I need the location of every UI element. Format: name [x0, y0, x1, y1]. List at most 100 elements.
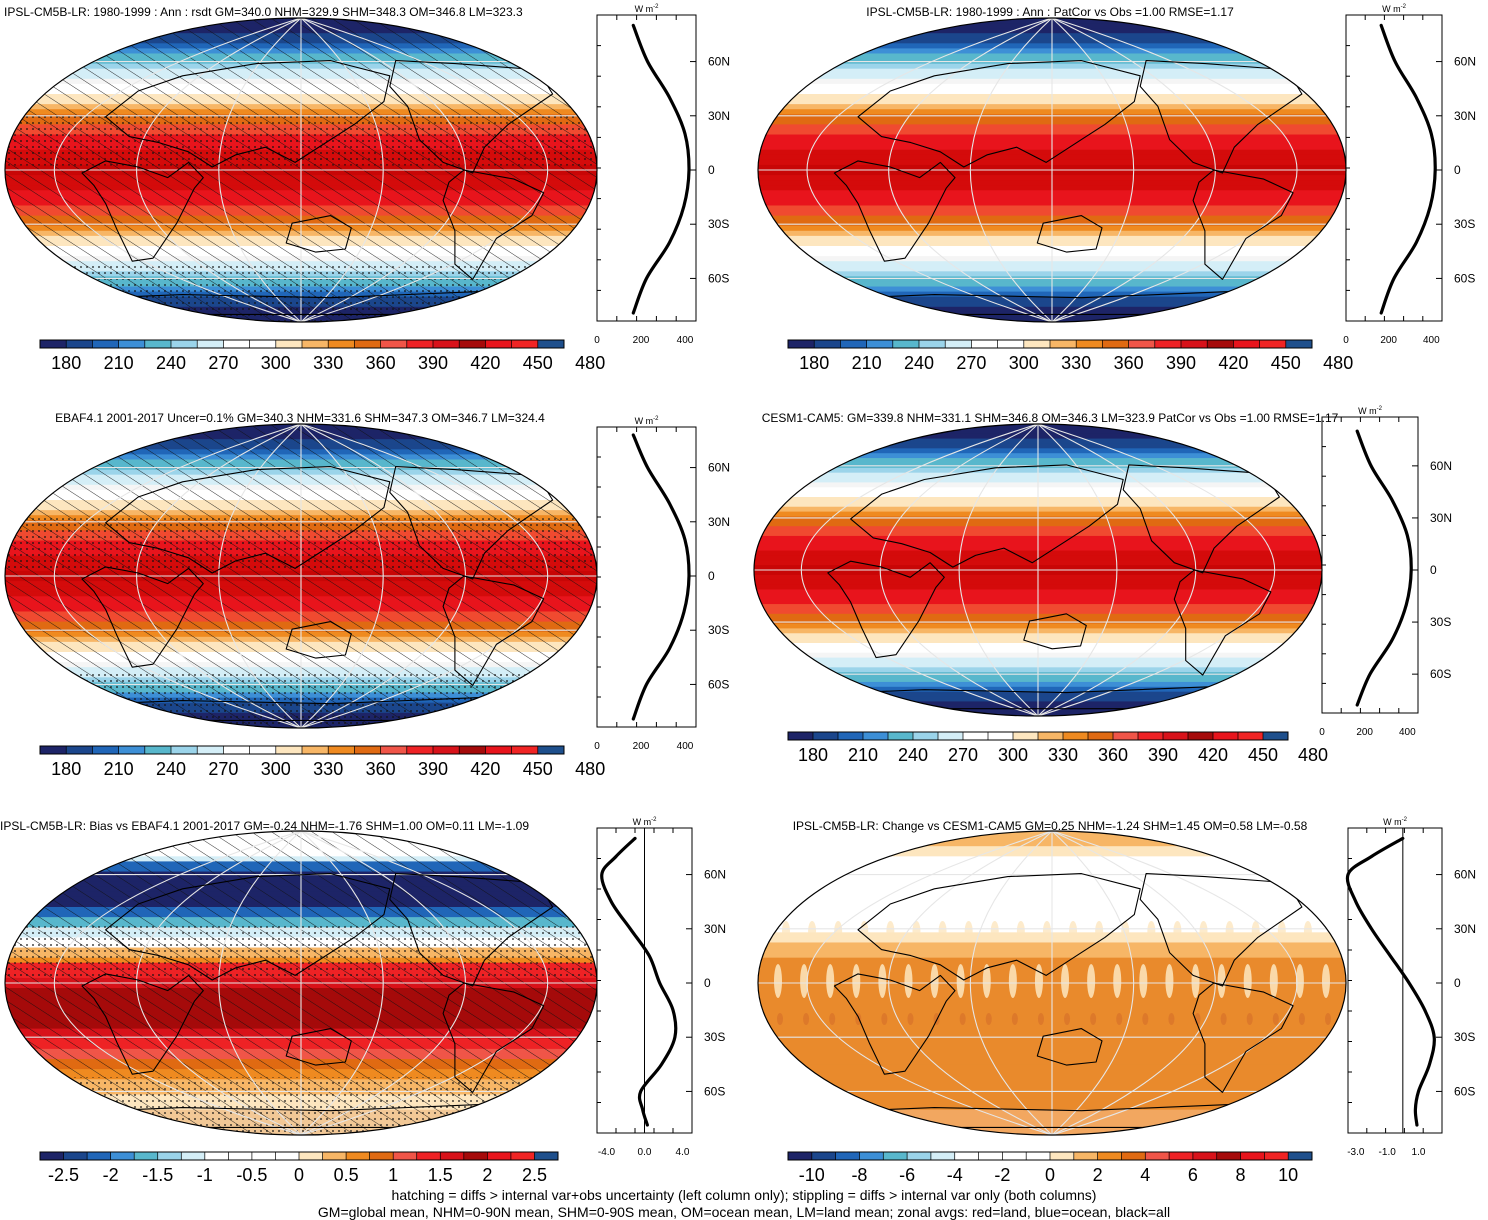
- coastline: [1298, 848, 1335, 878]
- change-blob: [1139, 964, 1148, 998]
- colorbar-tick-label: 270: [208, 353, 238, 373]
- colorbar-box: [223, 340, 250, 348]
- graticule-lon: [1051, 18, 1135, 322]
- change-blob: [964, 921, 973, 941]
- graticule-lon: [218, 18, 302, 322]
- colorbar-tick-label: 210: [104, 353, 134, 373]
- colorbar-box: [299, 1152, 323, 1160]
- colorbar-box: [275, 746, 303, 754]
- profile-x-label: -1.0: [1379, 1147, 1397, 1158]
- colorbar-tick-label: 480: [1323, 353, 1353, 373]
- profile-unit-label: W m-2: [635, 416, 659, 426]
- change-blob: [1243, 964, 1252, 998]
- colorbar-box: [463, 1152, 488, 1160]
- change-blob: [834, 921, 843, 941]
- profile-x-label: 0: [594, 335, 600, 346]
- change-blob: [1277, 921, 1286, 941]
- panel-title: CESM1-CAM5: GM=339.8 NHM=331.1 SHM=346.8…: [762, 411, 1339, 425]
- map-field: [5, 18, 597, 322]
- change-blob: [774, 964, 782, 998]
- colorbar-box: [1192, 1152, 1218, 1160]
- profile-lat-label: 30S: [708, 623, 729, 637]
- coastline: [105, 466, 391, 574]
- graticule-lon: [300, 831, 384, 1135]
- colorbar-box: [511, 340, 539, 348]
- colorbar-frame: [787, 1151, 1313, 1161]
- colorbar-tick-label: 10: [1278, 1165, 1298, 1185]
- colorbar-tick-label: -0.5: [236, 1165, 267, 1185]
- change-blob: [1272, 1013, 1279, 1025]
- coastline: [285, 1028, 352, 1066]
- profile-lat-label: 30N: [1454, 109, 1476, 123]
- profile-lat-label: 30S: [1454, 217, 1475, 231]
- change-blob: [1295, 964, 1304, 998]
- panel-title: IPSL-CM5B-LR: 1980-1999 : Ann : rsdt GM=…: [4, 5, 523, 19]
- zonal-mean-curve: [631, 433, 691, 721]
- colorbar-tick-label: 180: [51, 759, 81, 779]
- change-blob: [1225, 921, 1234, 941]
- colorbar-box: [249, 746, 277, 754]
- colorbar-box: [354, 746, 381, 754]
- profile-lat-label: 30N: [1454, 922, 1476, 936]
- colorbar-box: [859, 1152, 884, 1160]
- change-blob: [1116, 1013, 1123, 1025]
- colorbar-box: [930, 1152, 956, 1160]
- colorbar-box: [1076, 340, 1103, 348]
- colorbar-tick-label: 480: [575, 353, 605, 373]
- change-blob: [904, 964, 913, 998]
- change-blob: [907, 1013, 914, 1025]
- profile-x-label: 200: [633, 335, 650, 346]
- profile-lat-label: 30S: [1454, 1030, 1475, 1044]
- graticule-lon: [1037, 424, 1118, 716]
- colorbar-box: [440, 1152, 465, 1160]
- panel-p4: CESM1-CAM5: GM=339.8 NHM=331.1 SHM=346.8…: [753, 406, 1452, 765]
- change-blob: [1034, 964, 1043, 998]
- zonal-mean-curve: [1379, 23, 1437, 315]
- colorbar-tick-label: 450: [523, 759, 553, 779]
- panel-title: IPSL-CM5B-LR: Bias vs EBAF4.1 2001-2017 …: [0, 819, 529, 833]
- colorbar-box: [181, 1152, 206, 1160]
- colorbar-box: [144, 340, 172, 348]
- colorbar-box: [487, 1152, 512, 1160]
- profile-x-label: 400: [1423, 335, 1440, 346]
- coastline: [833, 973, 956, 1075]
- change-blob: [1173, 921, 1182, 941]
- profile-unit-label: W m-2: [1358, 406, 1382, 416]
- change-blob: [826, 964, 835, 998]
- colorbar-box: [433, 746, 460, 754]
- change-blob: [1090, 1013, 1097, 1025]
- colorbar-tick-label: 420: [1218, 353, 1248, 373]
- colorbar-box: [92, 746, 119, 754]
- colorbar-box: [87, 1152, 111, 1160]
- colorbar-box: [171, 746, 198, 754]
- profile-lat-label: 0: [1454, 976, 1461, 990]
- change-blob: [1330, 921, 1338, 941]
- colorbar-box: [888, 732, 914, 740]
- colorbar-box: [66, 340, 93, 348]
- colorbar-box: [840, 340, 867, 348]
- colorbar-tick-label: 180: [51, 353, 81, 373]
- colorbar-tick-label: 1.5: [428, 1165, 453, 1185]
- change-blob: [1142, 1013, 1149, 1025]
- footer-note-1: hatching = diffs > internal var+obs unce…: [391, 1187, 1097, 1203]
- colorbar-box: [369, 1152, 394, 1160]
- profile-lat-label: 30N: [708, 109, 730, 123]
- colorbar-box: [1216, 1152, 1241, 1160]
- profile-x-label: 0: [1343, 335, 1349, 346]
- change-blob: [852, 964, 861, 998]
- panel-title: IPSL-CM5B-LR: 1980-1999 : Ann : PatCor v…: [866, 5, 1234, 19]
- colorbar-box: [118, 340, 146, 348]
- map-border: [757, 830, 1347, 1136]
- change-blob: [1322, 964, 1330, 998]
- change-blob: [982, 964, 991, 998]
- change-blob: [1011, 1013, 1018, 1025]
- colorbar-tick-label: 6: [1188, 1165, 1198, 1185]
- coastline: [833, 160, 956, 262]
- colorbar-tick-label: 240: [898, 745, 928, 765]
- change-blob: [959, 1013, 966, 1025]
- colorbar-tick-label: 270: [948, 745, 978, 765]
- colorbar-box: [204, 1152, 229, 1160]
- colorbar-box: [788, 340, 815, 348]
- change-blob: [1269, 964, 1278, 998]
- colorbar-box: [197, 340, 224, 348]
